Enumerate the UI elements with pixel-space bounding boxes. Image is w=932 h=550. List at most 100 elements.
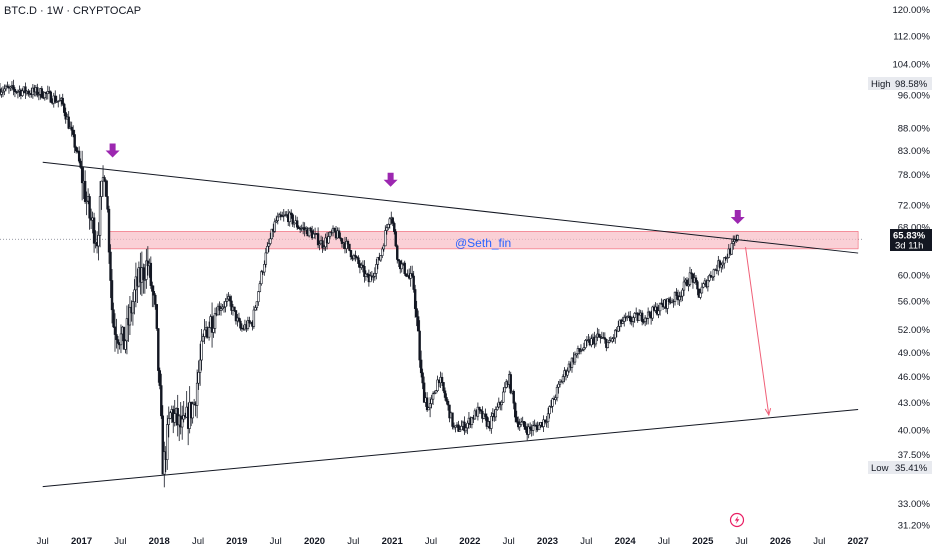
candle-body [496,406,499,410]
candle-body [400,263,403,270]
candle-body [396,245,399,260]
y-tick-label: 78.00% [898,170,931,181]
upper-trendline[interactable] [42,161,859,254]
candle-body [397,259,400,262]
candle-body [612,337,615,339]
candle-body [509,374,512,394]
candle-body [633,313,636,318]
candle-body [384,230,387,247]
candle-body [333,227,336,232]
candle-body [213,313,217,329]
candle-body [255,301,259,308]
candle-body [318,243,321,246]
y-tick-label: 37.50% [898,450,931,461]
x-tick-label: 2017 [71,536,92,547]
candle-body [40,88,44,98]
low-label: Low [871,463,889,474]
candle-body [297,226,300,229]
candle-body [723,257,726,264]
x-tick-label: 2018 [149,536,170,547]
candle-body [451,412,454,427]
candle-body [694,277,698,283]
candle-body [225,298,229,302]
candle-body [434,390,438,394]
candle-body [379,255,383,261]
candle-body [546,413,550,422]
candle-body [599,336,602,338]
candle-body [490,416,493,429]
x-axis[interactable]: Jul 2017 Jul 2018 Jul 2019 Jul 2020 Jul 2021 Jul 20… [37,536,869,547]
candle-body [364,273,368,277]
candle-body [431,393,435,400]
candle-body [706,280,710,288]
candle-body [169,412,172,419]
candle-body [718,260,722,268]
x-tick-label: 2023 [537,536,558,547]
candle-body [222,306,226,308]
candle-body [49,91,52,103]
candle-body [191,403,194,419]
candle-body [520,421,523,425]
candle-body [642,321,645,323]
candle-body [357,257,360,264]
candle-body [279,214,282,217]
candle-body [237,317,241,322]
y-tick-label: 96.00% [898,90,931,101]
candle-body [252,309,256,327]
candle-body [207,327,211,338]
candle-body [104,180,108,197]
arrow-down-marker-icon[interactable] [383,172,398,187]
low-tag: Low 35.41% [868,461,932,474]
candle-body [363,266,366,277]
candle-body [198,359,202,373]
lower-trendline[interactable] [42,408,859,488]
arrow-down-marker-icon[interactable] [730,210,745,225]
candle-body [264,252,268,265]
candle-body [679,295,683,298]
candle-body [79,160,82,168]
candle-body [115,334,118,340]
candle-body [309,227,312,232]
candle-body [234,310,238,322]
x-tick-label: 2024 [615,536,637,547]
candle-body [597,333,601,337]
candle-body [110,280,114,311]
candle-body [13,89,17,92]
candle-body [466,422,469,429]
candle-body [512,391,515,404]
candle-body [500,401,503,406]
candle-body [133,289,136,302]
candle-body [651,306,654,319]
candle-body [321,240,324,249]
arrow-down-marker-icon[interactable] [105,143,120,158]
candle-body [623,316,626,322]
x-tick-label: Jul [192,536,204,547]
candle-body [158,370,161,386]
candle-body [9,86,12,89]
candle-body [403,262,406,275]
candle-body [6,85,9,88]
candlestick-series [0,79,739,488]
candle-body [145,260,148,280]
candle-body [721,262,725,266]
candle-body [267,243,271,247]
candle-body [551,398,554,407]
lightning-icon[interactable] [729,512,745,528]
candle-body [666,298,669,309]
x-tick-label: Jul [503,536,515,547]
candle-body [425,397,429,411]
candle-body [561,376,565,383]
candle-body [37,94,41,96]
candle-body [708,275,711,281]
x-tick-label: Jul [114,536,126,547]
projection-arrow[interactable] [745,247,770,416]
candle-body [479,409,483,412]
candle-body [454,425,457,428]
y-axis[interactable]: 120.00% 112.00% 104.00% 96.00% 88.00% 83.00% 7… [892,5,930,532]
candle-body [581,349,584,351]
candle-body [518,424,521,428]
candle-body [394,231,397,247]
candle-body [584,339,587,348]
candle-body [266,246,269,254]
